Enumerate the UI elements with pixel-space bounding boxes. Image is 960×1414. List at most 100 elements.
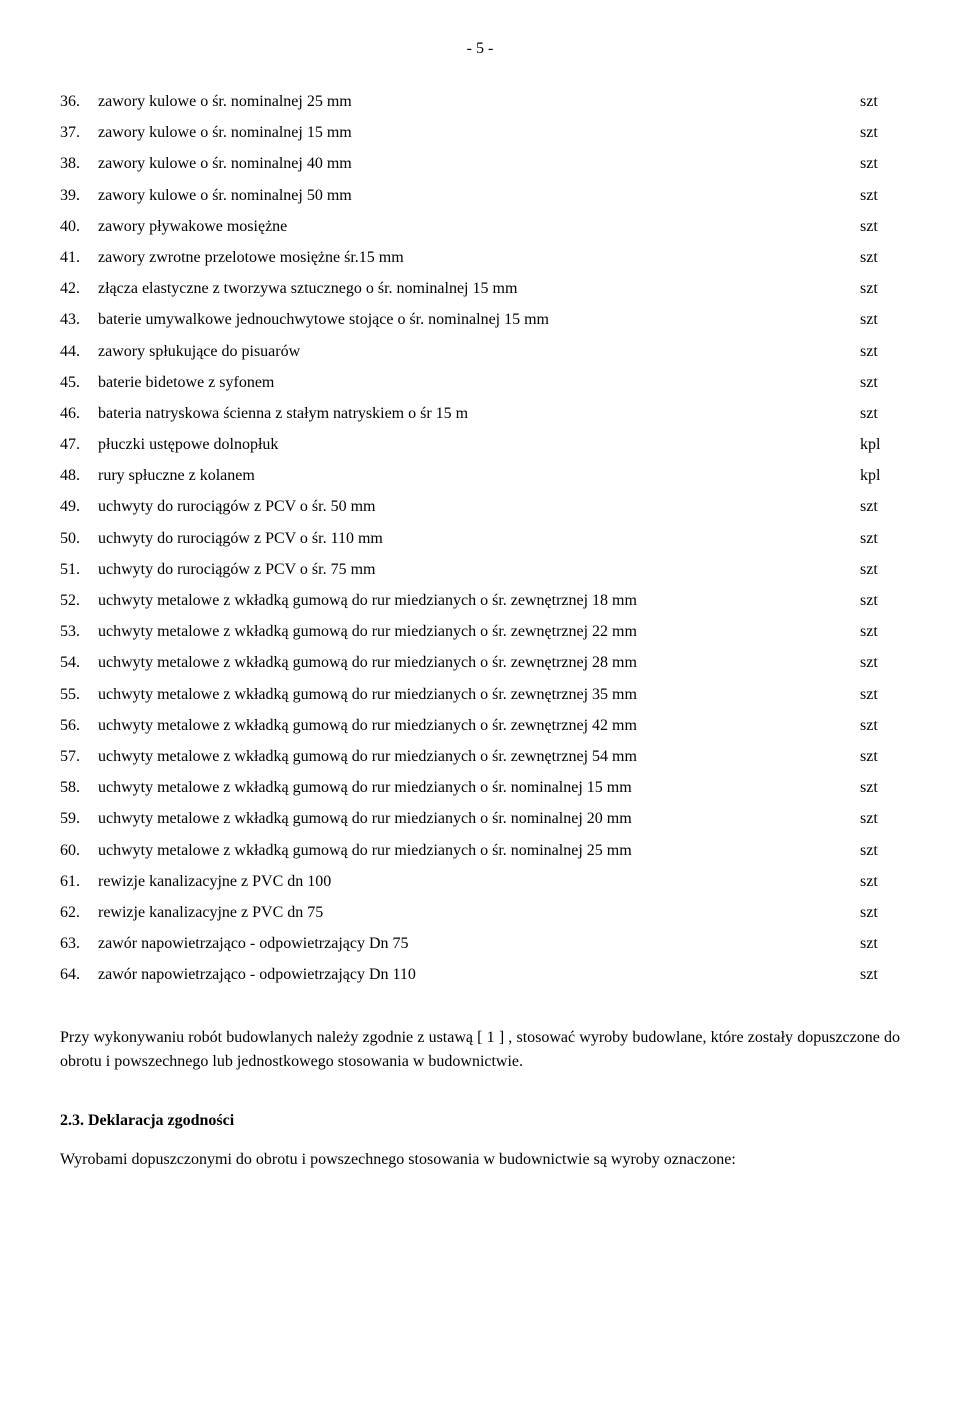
- item-description: uchwyty metalowe z wkładką gumową do rur…: [98, 585, 860, 616]
- list-item: 36.zawory kulowe o śr. nominalnej 25 mms…: [60, 86, 900, 117]
- item-number: 37.: [60, 117, 98, 148]
- list-item: 40.zawory pływakowe mosiężneszt: [60, 211, 900, 242]
- list-item: 39.zawory kulowe o śr. nominalnej 50 mms…: [60, 180, 900, 211]
- item-unit: kpl: [860, 460, 900, 491]
- item-description: uchwyty do rurociągów z PCV o śr. 50 mm: [98, 491, 860, 522]
- list-item: 59.uchwyty metalowe z wkładką gumową do …: [60, 803, 900, 834]
- item-description: zawory kulowe o śr. nominalnej 15 mm: [98, 117, 860, 148]
- item-description: uchwyty metalowe z wkładką gumową do rur…: [98, 616, 860, 647]
- item-number: 44.: [60, 336, 98, 367]
- document-page: - 5 - 36.zawory kulowe o śr. nominalnej …: [0, 0, 960, 1414]
- item-unit: szt: [860, 211, 900, 242]
- item-description: zawór napowietrzająco - odpowietrzający …: [98, 959, 860, 990]
- item-description: uchwyty metalowe z wkładką gumową do rur…: [98, 710, 860, 741]
- item-description: rury spłuczne z kolanem: [98, 460, 860, 491]
- list-item: 64.zawór napowietrzająco - odpowietrzają…: [60, 959, 900, 990]
- item-number: 56.: [60, 710, 98, 741]
- item-description: płuczki ustępowe dolnopłuk: [98, 429, 860, 460]
- item-description: baterie bidetowe z syfonem: [98, 367, 860, 398]
- list-item: 60.uchwyty metalowe z wkładką gumową do …: [60, 835, 900, 866]
- item-number: 62.: [60, 897, 98, 928]
- item-number: 51.: [60, 554, 98, 585]
- item-number: 43.: [60, 304, 98, 335]
- list-item: 38.zawory kulowe o śr. nominalnej 40 mms…: [60, 148, 900, 179]
- item-description: zawory spłukujące do pisuarów: [98, 336, 860, 367]
- body-paragraph-trailing: Wyrobami dopuszczonymi do obrotu i powsz…: [60, 1148, 900, 1172]
- list-item: 42.złącza elastyczne z tworzywa sztuczne…: [60, 273, 900, 304]
- item-unit: szt: [860, 180, 900, 211]
- item-unit: szt: [860, 741, 900, 772]
- item-unit: szt: [860, 616, 900, 647]
- item-unit: szt: [860, 367, 900, 398]
- list-item: 49.uchwyty do rurociągów z PCV o śr. 50 …: [60, 491, 900, 522]
- list-item: 54.uchwyty metalowe z wkładką gumową do …: [60, 647, 900, 678]
- item-unit: szt: [860, 273, 900, 304]
- item-number: 53.: [60, 616, 98, 647]
- item-description: uchwyty metalowe z wkładką gumową do rur…: [98, 679, 860, 710]
- item-unit: szt: [860, 928, 900, 959]
- item-unit: szt: [860, 710, 900, 741]
- page-number: - 5 -: [60, 40, 900, 58]
- item-unit: szt: [860, 86, 900, 117]
- item-number: 59.: [60, 803, 98, 834]
- item-unit: szt: [860, 523, 900, 554]
- item-description: bateria natryskowa ścienna z stałym natr…: [98, 398, 860, 429]
- item-description: zawory pływakowe mosiężne: [98, 211, 860, 242]
- item-number: 61.: [60, 866, 98, 897]
- item-unit: szt: [860, 585, 900, 616]
- item-number: 42.: [60, 273, 98, 304]
- list-item: 56.uchwyty metalowe z wkładką gumową do …: [60, 710, 900, 741]
- item-description: zawory zwrotne przelotowe mosiężne śr.15…: [98, 242, 860, 273]
- item-number: 47.: [60, 429, 98, 460]
- item-unit: szt: [860, 647, 900, 678]
- list-item: 43.baterie umywalkowe jednouchwytowe sto…: [60, 304, 900, 335]
- item-unit: szt: [860, 866, 900, 897]
- item-description: zawór napowietrzająco - odpowietrzający …: [98, 928, 860, 959]
- item-number: 48.: [60, 460, 98, 491]
- item-number: 46.: [60, 398, 98, 429]
- item-unit: szt: [860, 554, 900, 585]
- item-number: 50.: [60, 523, 98, 554]
- item-description: uchwyty metalowe z wkładką gumową do rur…: [98, 772, 860, 803]
- item-number: 58.: [60, 772, 98, 803]
- list-item: 51.uchwyty do rurociągów z PCV o śr. 75 …: [60, 554, 900, 585]
- item-description: rewizje kanalizacyjne z PVC dn 75: [98, 897, 860, 928]
- item-number: 55.: [60, 679, 98, 710]
- item-description: uchwyty metalowe z wkładką gumową do rur…: [98, 647, 860, 678]
- item-description: uchwyty metalowe z wkładką gumową do rur…: [98, 741, 860, 772]
- item-number: 60.: [60, 835, 98, 866]
- body-paragraph: Przy wykonywaniu robót budowlanych należ…: [60, 1026, 900, 1074]
- item-unit: szt: [860, 835, 900, 866]
- list-item: 37.zawory kulowe o śr. nominalnej 15 mms…: [60, 117, 900, 148]
- item-unit: szt: [860, 148, 900, 179]
- item-description: zawory kulowe o śr. nominalnej 40 mm: [98, 148, 860, 179]
- item-list: 36.zawory kulowe o śr. nominalnej 25 mms…: [60, 86, 900, 990]
- item-unit: szt: [860, 117, 900, 148]
- item-description: rewizje kanalizacyjne z PVC dn 100: [98, 866, 860, 897]
- item-number: 39.: [60, 180, 98, 211]
- list-item: 52.uchwyty metalowe z wkładką gumową do …: [60, 585, 900, 616]
- list-item: 45.baterie bidetowe z syfonemszt: [60, 367, 900, 398]
- list-item: 44.zawory spłukujące do pisuarówszt: [60, 336, 900, 367]
- list-item: 46.bateria natryskowa ścienna z stałym n…: [60, 398, 900, 429]
- list-item: 41.zawory zwrotne przelotowe mosiężne śr…: [60, 242, 900, 273]
- item-unit: szt: [860, 398, 900, 429]
- item-number: 45.: [60, 367, 98, 398]
- item-unit: szt: [860, 897, 900, 928]
- item-unit: szt: [860, 304, 900, 335]
- item-description: uchwyty do rurociągów z PCV o śr. 75 mm: [98, 554, 860, 585]
- item-description: zawory kulowe o śr. nominalnej 50 mm: [98, 180, 860, 211]
- item-description: uchwyty do rurociągów z PCV o śr. 110 mm: [98, 523, 860, 554]
- item-description: baterie umywalkowe jednouchwytowe stojąc…: [98, 304, 860, 335]
- list-item: 63.zawór napowietrzająco - odpowietrzają…: [60, 928, 900, 959]
- item-number: 49.: [60, 491, 98, 522]
- item-description: zawory kulowe o śr. nominalnej 25 mm: [98, 86, 860, 117]
- list-item: 58.uchwyty metalowe z wkładką gumową do …: [60, 772, 900, 803]
- list-item: 47.płuczki ustępowe dolnopłukkpl: [60, 429, 900, 460]
- section-heading: 2.3. Deklaracja zgodności: [60, 1112, 900, 1130]
- list-item: 62.rewizje kanalizacyjne z PVC dn 75szt: [60, 897, 900, 928]
- item-description: uchwyty metalowe z wkładką gumową do rur…: [98, 835, 860, 866]
- item-number: 54.: [60, 647, 98, 678]
- item-number: 38.: [60, 148, 98, 179]
- list-item: 61.rewizje kanalizacyjne z PVC dn 100szt: [60, 866, 900, 897]
